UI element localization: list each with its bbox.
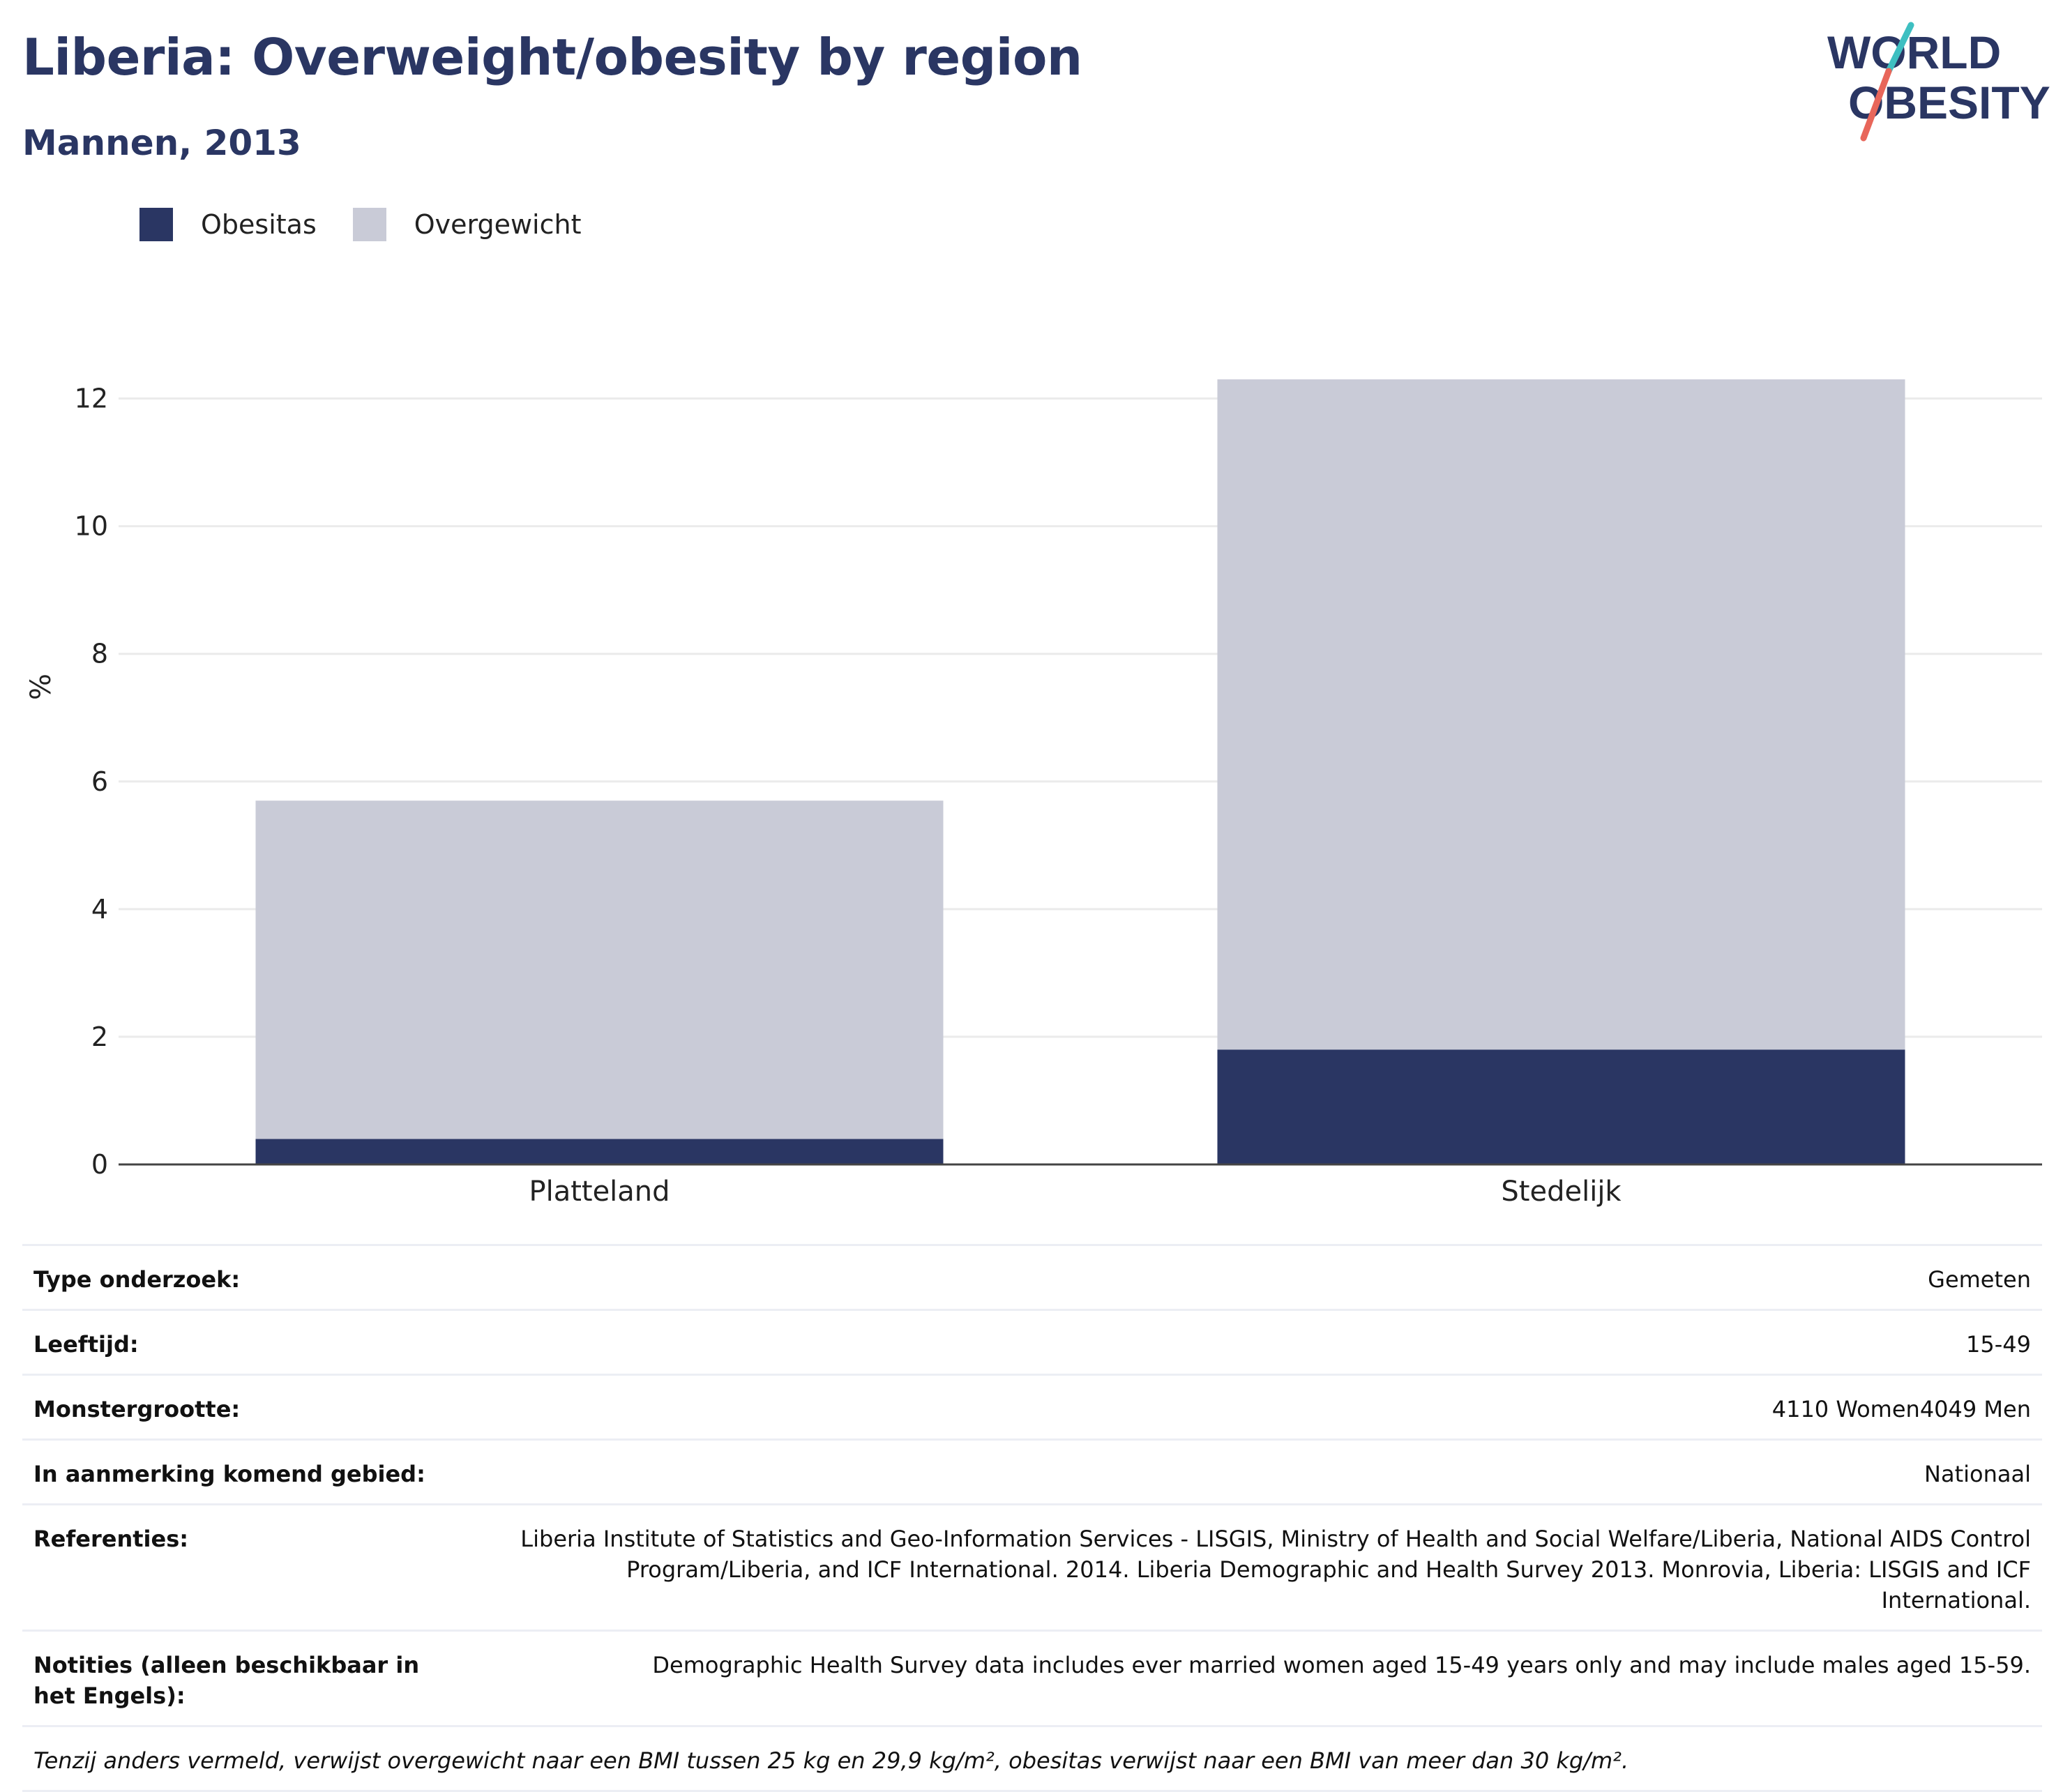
y-tick-label-10: 10 [75, 511, 108, 542]
survey-info-table: Type onderzoek: Gemeten Leeftijd: 15-49 … [22, 1244, 2042, 1792]
info-label-type: Type onderzoek: [33, 1266, 241, 1293]
info-value-type: Gemeten [1928, 1266, 2031, 1293]
x-tick-label-platteland: Platteland [529, 1176, 670, 1208]
bar-platteland-obesitas [255, 1139, 944, 1164]
info-row-bmi-note: Tenzij anders vermeld, verwijst overgewi… [22, 1725, 2042, 1792]
info-value-age: 15-49 [1966, 1331, 2031, 1358]
info-label-age: Leeftijd: [33, 1331, 139, 1358]
bmi-definition-note: Tenzij anders vermeld, verwijst overgewi… [33, 1747, 1629, 1774]
chart-title: Liberia: Overweight/obesity by region [22, 28, 1082, 86]
y-axis-title: % [25, 674, 57, 700]
y-tick-label-6: 6 [91, 766, 108, 797]
info-row-sample-size: Monstergrootte: 4110 Women4049 Men [22, 1374, 2042, 1438]
y-tick-label-2: 2 [91, 1022, 108, 1052]
y-tick-label-4: 4 [91, 894, 108, 925]
bar-chart: 0 2 4 6 8 10 12% Platteland Stedelijk [25, 379, 2042, 1208]
legend-label-overgewicht: Overgewicht [414, 209, 582, 240]
legend-label-obesitas: Obesitas [201, 209, 317, 240]
info-label-sample-size: Monstergrootte: [33, 1396, 241, 1422]
y-tick-label-8: 8 [91, 639, 108, 669]
world-obesity-logo: WORLD OBESITY [1827, 22, 2050, 142]
chart-subtitle: Mannen, 2013 [22, 123, 301, 163]
info-value-area: Nationaal [1924, 1461, 2031, 1487]
info-row-type: Type onderzoek: Gemeten [22, 1244, 2042, 1309]
info-label-area: In aanmerking komend gebied: [33, 1461, 425, 1487]
info-label-notes: Notities (alleen beschikbaar in het Enge… [33, 1652, 420, 1709]
logo-slash-teal [1885, 22, 1914, 75]
info-row-age: Leeftijd: 15-49 [22, 1309, 2042, 1374]
logo-slash-coral [1860, 68, 1892, 142]
y-tick-label-12: 12 [75, 384, 108, 414]
info-value-sample-size: 4110 Women4049 Men [1771, 1396, 2031, 1422]
info-value-notes: Demographic Health Survey data includes … [652, 1652, 2031, 1678]
y-tick-label-0: 0 [91, 1149, 108, 1180]
info-row-area: In aanmerking komend gebied: Nationaal [22, 1438, 2042, 1503]
info-label-references: Referenties: [33, 1526, 189, 1552]
info-value-references: Liberia Institute of Statistics and Geo-… [520, 1526, 2031, 1613]
bar-stedelijk-overgewicht [1217, 379, 1905, 1050]
legend-item-overgewicht[interactable]: Overgewicht [352, 208, 582, 241]
info-row-references: Referenties: Liberia Institute of Statis… [22, 1503, 2042, 1630]
chart-legend: Obesitas Overgewicht [139, 208, 618, 241]
legend-swatch-obesitas [139, 208, 173, 241]
legend-item-obesitas[interactable]: Obesitas [139, 208, 317, 241]
legend-swatch-overgewicht [352, 208, 386, 241]
x-tick-label-stedelijk: Stedelijk [1501, 1176, 1622, 1208]
info-row-notes: Notities (alleen beschikbaar in het Enge… [22, 1630, 2042, 1725]
bar-stedelijk-obesitas [1217, 1049, 1905, 1164]
bar-platteland-overgewicht [255, 800, 944, 1139]
logo-line-1: WORLD [1827, 26, 2001, 78]
